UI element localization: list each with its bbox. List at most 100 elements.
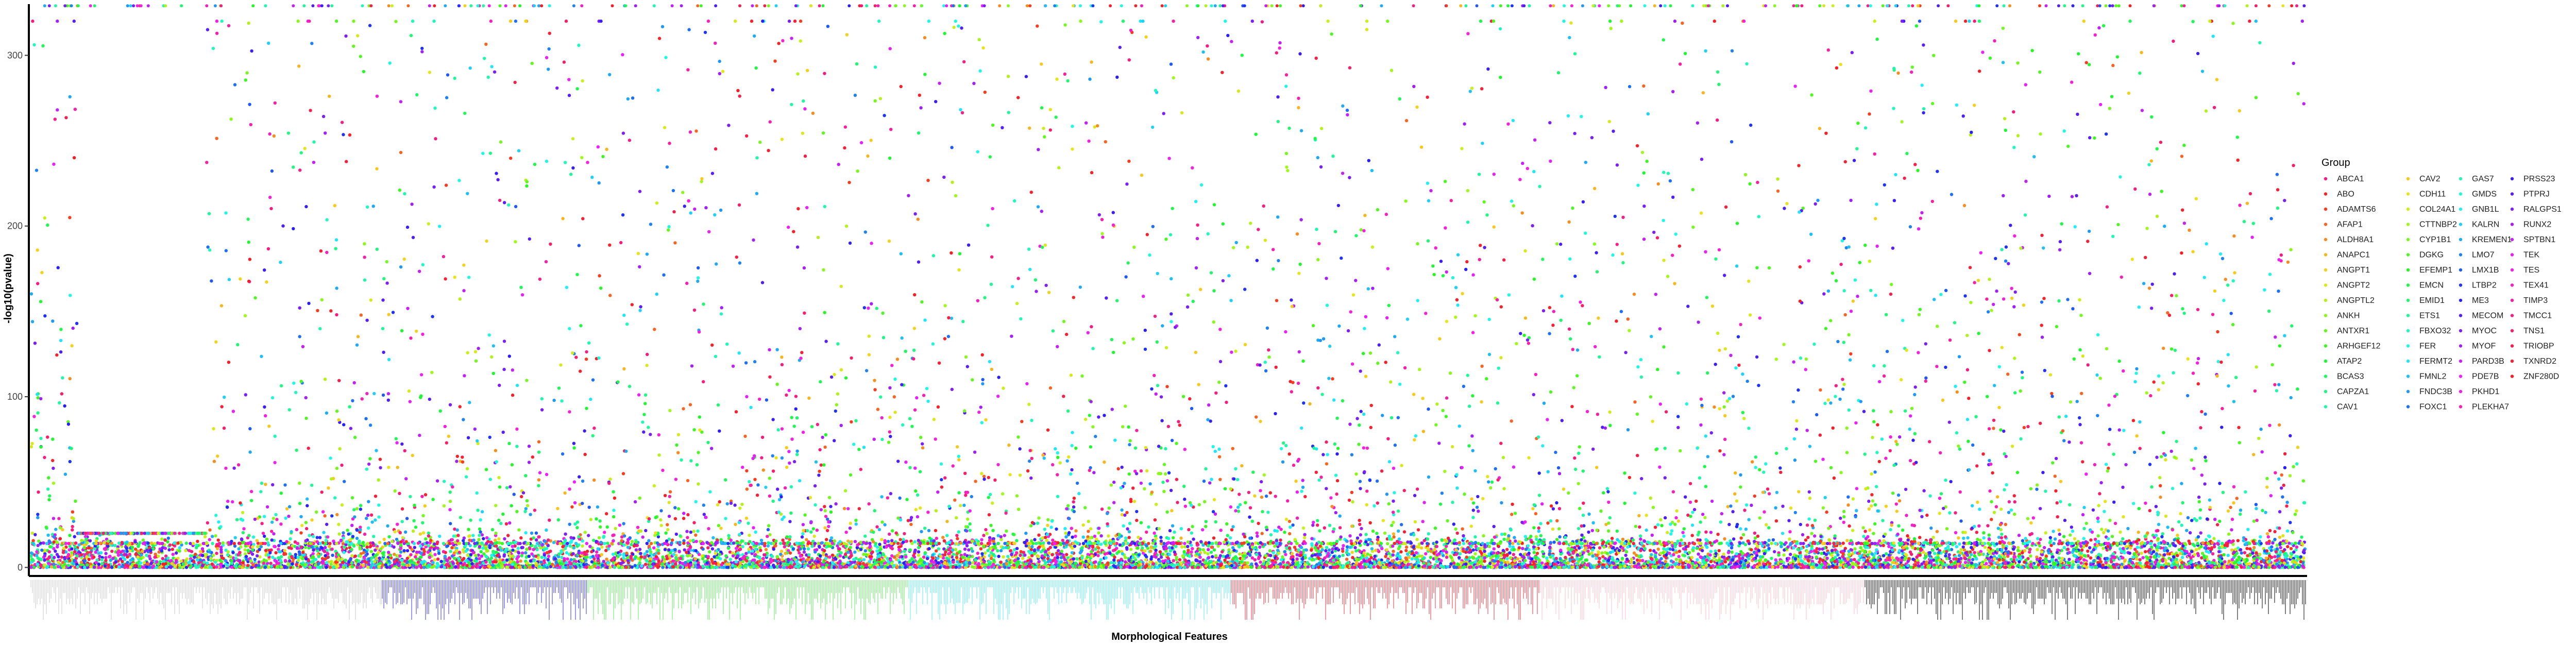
data-point bbox=[2196, 554, 2200, 557]
data-point bbox=[344, 558, 347, 562]
data-point bbox=[1764, 558, 1768, 562]
data-point bbox=[1731, 555, 1735, 559]
data-point bbox=[1404, 545, 1409, 549]
data-point bbox=[890, 554, 894, 558]
data-point bbox=[805, 553, 808, 557]
data-point bbox=[1716, 565, 1719, 569]
data-point bbox=[139, 557, 143, 561]
data-point bbox=[1758, 555, 1762, 558]
data-point bbox=[238, 559, 242, 563]
data-point bbox=[1099, 542, 1103, 546]
data-point bbox=[1366, 552, 1369, 556]
data-point bbox=[2067, 551, 2071, 554]
data-point bbox=[1180, 545, 1184, 549]
data-point bbox=[1050, 553, 1054, 556]
data-point bbox=[258, 555, 262, 559]
data-point bbox=[2071, 560, 2075, 564]
data-point bbox=[639, 552, 642, 555]
data-point bbox=[1958, 542, 1961, 546]
data-point bbox=[436, 557, 440, 561]
data-point bbox=[2211, 552, 2215, 556]
data-point bbox=[2155, 548, 2159, 552]
data-point bbox=[60, 555, 64, 559]
data-point bbox=[1836, 553, 1840, 557]
data-point bbox=[55, 553, 59, 556]
data-point bbox=[513, 544, 517, 548]
data-point bbox=[917, 550, 921, 554]
data-point bbox=[1512, 548, 1516, 552]
data-point bbox=[1299, 546, 1303, 549]
data-point bbox=[170, 559, 173, 563]
data-point bbox=[405, 549, 410, 553]
data-point bbox=[1491, 554, 1495, 558]
data-point bbox=[1327, 548, 1331, 552]
data-point bbox=[862, 558, 866, 562]
data-point bbox=[1166, 559, 1170, 563]
data-point bbox=[128, 552, 131, 556]
data-point bbox=[1069, 554, 1073, 558]
data-point bbox=[1477, 555, 1481, 559]
data-point bbox=[298, 553, 301, 556]
data-point bbox=[284, 552, 287, 556]
data-point bbox=[999, 549, 1003, 553]
data-point bbox=[2088, 546, 2092, 550]
data-point bbox=[136, 555, 140, 559]
data-point bbox=[1559, 548, 1563, 552]
data-point bbox=[1175, 555, 1178, 559]
data-point bbox=[697, 553, 701, 556]
data-point bbox=[1664, 559, 1667, 564]
data-point bbox=[1154, 555, 1158, 559]
data-point bbox=[2099, 553, 2103, 557]
data-point bbox=[1919, 547, 1923, 551]
data-point bbox=[1222, 554, 1225, 558]
data-point bbox=[726, 546, 731, 550]
data-point bbox=[2227, 559, 2231, 563]
data-point bbox=[1392, 550, 1395, 553]
data-point bbox=[1875, 548, 1878, 552]
data-point bbox=[1071, 546, 1074, 550]
data-point bbox=[1259, 561, 1262, 564]
data-point bbox=[1931, 549, 1935, 552]
data-point bbox=[362, 544, 366, 548]
data-point bbox=[2240, 551, 2243, 555]
data-point bbox=[2141, 556, 2145, 559]
data-point bbox=[466, 553, 469, 557]
data-point bbox=[1136, 546, 1140, 550]
data-point bbox=[1465, 555, 1468, 559]
data-point bbox=[2273, 555, 2277, 558]
data-point bbox=[736, 551, 740, 555]
data-point bbox=[283, 549, 286, 552]
data-point bbox=[802, 550, 806, 554]
data-point bbox=[2003, 555, 2006, 559]
data-point bbox=[2248, 547, 2252, 551]
data-point bbox=[1342, 544, 1345, 548]
data-point bbox=[243, 552, 247, 556]
data-point bbox=[2144, 550, 2147, 554]
data-point bbox=[1500, 561, 1503, 565]
data-point bbox=[2015, 558, 2019, 562]
data-point bbox=[1671, 548, 1675, 552]
data-point bbox=[1818, 547, 1821, 551]
data-point bbox=[1345, 545, 1349, 549]
data-point bbox=[728, 557, 733, 562]
data-point bbox=[976, 551, 980, 555]
data-point bbox=[329, 563, 333, 566]
data-point bbox=[1263, 542, 1267, 547]
data-point bbox=[1159, 555, 1163, 559]
data-point bbox=[1433, 548, 1436, 552]
data-point bbox=[1747, 564, 1750, 568]
data-point bbox=[1656, 547, 1660, 551]
data-point bbox=[1961, 545, 1965, 549]
data-point bbox=[171, 548, 174, 551]
data-point bbox=[638, 548, 642, 551]
data-point bbox=[2072, 563, 2075, 567]
data-point bbox=[1624, 550, 1629, 554]
data-point bbox=[1084, 559, 1088, 563]
data-point bbox=[163, 547, 167, 550]
data-point bbox=[1006, 555, 1010, 558]
data-point bbox=[852, 557, 856, 562]
data-point bbox=[2138, 558, 2142, 562]
data-point bbox=[409, 553, 413, 557]
data-point bbox=[399, 544, 403, 547]
